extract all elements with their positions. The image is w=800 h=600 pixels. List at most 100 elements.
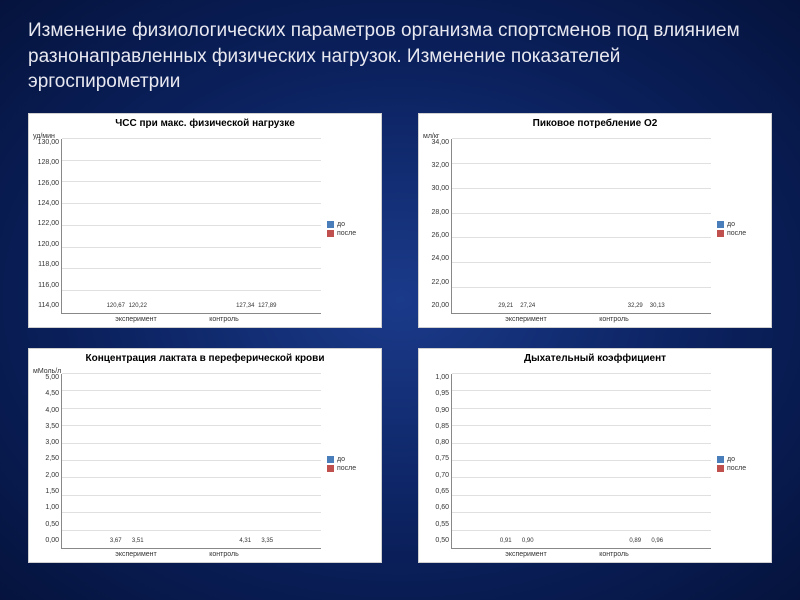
y-tick: 0,50 <box>435 537 449 544</box>
legend-item: до <box>717 221 767 228</box>
chart-hr: ЧСС при макс. физической нагрузкеуд/мин1… <box>28 113 382 328</box>
bar-value-label: 127,34 <box>236 303 254 309</box>
y-axis: 130,00 128,00 126,00 124,00 122,00 120,00 118,… <box>29 131 61 327</box>
x-axis: эксперимент контроль <box>89 549 265 562</box>
legend-label: после <box>727 230 746 237</box>
x-tick: эксперимент <box>505 551 546 558</box>
bar-value-label: 0,89 <box>629 538 641 544</box>
y-tick: 116,00 <box>38 282 59 289</box>
legend-swatch <box>717 221 724 228</box>
y-tick: 1,50 <box>45 488 59 495</box>
plot-area: 3,67 3,51 4,31 3,35 <box>61 374 321 549</box>
y-axis: 34,00 32,00 30,00 28,00 26,00 24,00 22,00 20,00 <box>419 131 451 327</box>
bar-value-label: 120,22 <box>129 303 147 309</box>
legend-label: после <box>337 230 356 237</box>
y-tick: 0,65 <box>435 488 449 495</box>
y-axis: 1,000,950,900,850,800,750,700,650,600,55… <box>419 366 451 562</box>
x-tick: эксперимент <box>505 316 546 323</box>
legend-item: после <box>717 230 767 237</box>
x-tick: контроль <box>209 551 238 558</box>
y-tick: 0,75 <box>435 455 449 462</box>
chart-grid: ЧСС при макс. физической нагрузкеуд/мин1… <box>28 113 772 563</box>
y-tick: 4,50 <box>45 390 59 397</box>
x-tick: эксперимент <box>115 551 156 558</box>
y-tick: 130,00 <box>38 139 59 146</box>
y-tick: 34,00 <box>431 139 449 146</box>
y-tick: 26,00 <box>431 232 449 239</box>
y-tick: 1,00 <box>435 374 449 381</box>
bar-value-label: 3,67 <box>110 538 122 544</box>
y-tick: 2,50 <box>45 455 59 462</box>
y-tick: 24,00 <box>431 255 449 262</box>
y-tick: 126,00 <box>38 180 59 187</box>
chart-resp: Дыхательный коэффициент 1,00 0,95 0,90 0,85 0… <box>418 348 772 563</box>
bar-value-label: 3,51 <box>132 538 144 544</box>
y-tick: 122,00 <box>38 220 59 227</box>
y-tick: 128,00 <box>38 159 59 166</box>
y-tick: 28,00 <box>431 209 449 216</box>
y-tick: 0,80 <box>435 439 449 446</box>
bar-value-label: 4,31 <box>239 538 251 544</box>
legend-item: после <box>327 230 377 237</box>
x-tick: эксперимент <box>115 316 156 323</box>
bar-value-label: 120,67 <box>107 303 125 309</box>
legend-item: до <box>717 456 767 463</box>
legend-swatch <box>327 456 334 463</box>
legend-label: до <box>727 456 735 463</box>
legend-item: до <box>327 456 377 463</box>
plot-area: 29,2127,2432,2930,13 <box>451 139 711 314</box>
plot-area: 120,67120,22127,34127,89 <box>61 139 321 314</box>
bar-value-label: 32,29 <box>628 303 643 309</box>
legend-item: до <box>327 221 377 228</box>
y-axis-label: уд/мин <box>33 133 55 140</box>
chart-title: Дыхательный коэффициент <box>419 349 771 366</box>
y-tick: 0,90 <box>435 407 449 414</box>
legend-item: после <box>327 465 377 472</box>
chart-o2: Пиковое потребление О2мл/кг34,0032,0030,… <box>418 113 772 328</box>
y-tick: 32,00 <box>431 162 449 169</box>
bar-value-label: 29,21 <box>498 303 513 309</box>
x-axis: эксперимент контроль <box>479 314 655 327</box>
legend: до после <box>717 219 767 239</box>
bar-value-label: 0,96 <box>651 538 663 544</box>
y-axis-label: мМоль/л <box>33 368 61 375</box>
legend-swatch <box>717 465 724 472</box>
y-tick: 20,00 <box>431 302 449 309</box>
bar-value-label: 30,13 <box>650 303 665 309</box>
y-tick: 0,95 <box>435 390 449 397</box>
y-tick: 0,85 <box>435 423 449 430</box>
legend-swatch <box>717 230 724 237</box>
legend: до после <box>327 219 377 239</box>
slide-title: Изменение физиологических параметров орг… <box>28 18 772 95</box>
legend-swatch <box>717 456 724 463</box>
y-tick: 2,00 <box>45 472 59 479</box>
y-tick: 30,00 <box>431 185 449 192</box>
legend: до после <box>717 454 767 474</box>
x-tick: контроль <box>209 316 238 323</box>
plot-area: 0,910,900,890,96 <box>451 374 711 549</box>
y-tick: 5,00 <box>45 374 59 381</box>
y-tick: 118,00 <box>38 261 59 268</box>
x-tick: контроль <box>599 316 628 323</box>
y-tick: 3,50 <box>45 423 59 430</box>
legend-label: до <box>337 456 345 463</box>
legend: до после <box>327 454 377 474</box>
legend-label: до <box>337 221 345 228</box>
y-tick: 22,00 <box>431 279 449 286</box>
legend-item: после <box>717 465 767 472</box>
y-tick: 0,00 <box>45 537 59 544</box>
y-tick: 120,00 <box>38 241 59 248</box>
legend-swatch <box>327 465 334 472</box>
y-tick: 1,00 <box>45 504 59 511</box>
x-axis: эксперимент контроль <box>89 314 265 327</box>
bar-value-label: 0,91 <box>500 538 512 544</box>
y-tick: 4,00 <box>45 407 59 414</box>
x-axis: эксперимент контроль <box>479 549 655 562</box>
chart-title: Пиковое потребление О2 <box>419 114 771 131</box>
legend-label: до <box>727 221 735 228</box>
bar-value-label: 3,35 <box>261 538 273 544</box>
y-tick: 124,00 <box>38 200 59 207</box>
legend-swatch <box>327 221 334 228</box>
x-tick: контроль <box>599 551 628 558</box>
y-tick: 114,00 <box>38 302 59 309</box>
